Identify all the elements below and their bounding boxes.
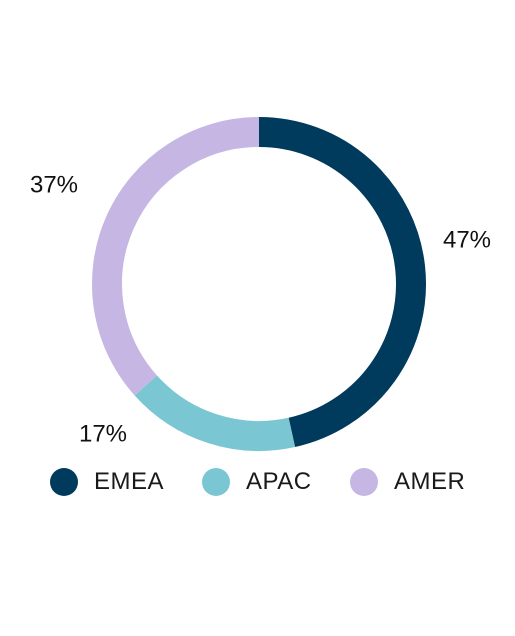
- data-label-apac: 17%: [79, 420, 127, 447]
- slice-amer[interactable]: [92, 117, 260, 396]
- slice-apac[interactable]: [134, 375, 296, 451]
- data-label-amer: 37%: [30, 171, 78, 198]
- legend-item-emea[interactable]: EMEA: [50, 462, 164, 502]
- legend-item-apac[interactable]: APAC: [202, 462, 312, 502]
- chart-legend: EMEA APAC AMER: [0, 462, 515, 502]
- legend-swatch-apac: [202, 468, 230, 496]
- legend-item-amer[interactable]: AMER: [350, 462, 465, 502]
- donut-slices: [92, 117, 426, 451]
- legend-label-emea: EMEA: [94, 468, 165, 495]
- legend-label-amer: AMER: [394, 468, 466, 495]
- legend-swatch-emea: [50, 468, 78, 496]
- slice-emea[interactable]: [258, 117, 426, 448]
- data-labels: 47% 17% 37%: [30, 171, 491, 447]
- data-label-emea: 47%: [443, 226, 491, 253]
- legend-swatch-amer: [350, 468, 378, 496]
- legend-label-apac: APAC: [246, 468, 312, 495]
